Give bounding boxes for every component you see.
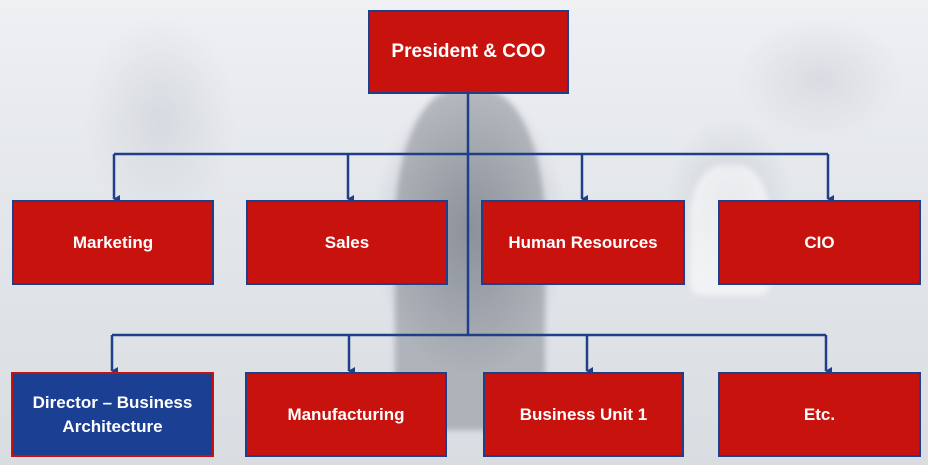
node-etc: Etc. — [718, 372, 921, 457]
node-label: Etc. — [803, 404, 836, 424]
node-label: Sales — [324, 232, 370, 252]
node-director-business-architecture: Director – Business Architecture — [11, 372, 214, 457]
node-label: CIO — [804, 232, 835, 252]
node-manufacturing: Manufacturing — [245, 372, 447, 457]
node-label: Business Unit 1 — [519, 404, 648, 424]
node-marketing: Marketing — [12, 200, 214, 285]
node-label: Marketing — [72, 232, 154, 252]
node-label: Director – Business Architecture — [32, 392, 193, 436]
node-cio: CIO — [718, 200, 921, 285]
node-label: Human Resources — [508, 232, 658, 252]
node-label: President & COO — [391, 41, 546, 62]
node-sales: Sales — [246, 200, 448, 285]
node-label: Manufacturing — [287, 404, 405, 424]
node-business-unit-1: Business Unit 1 — [483, 372, 684, 457]
node-president-coo: President & COO — [368, 10, 569, 94]
node-human-resources: Human Resources — [481, 200, 685, 285]
